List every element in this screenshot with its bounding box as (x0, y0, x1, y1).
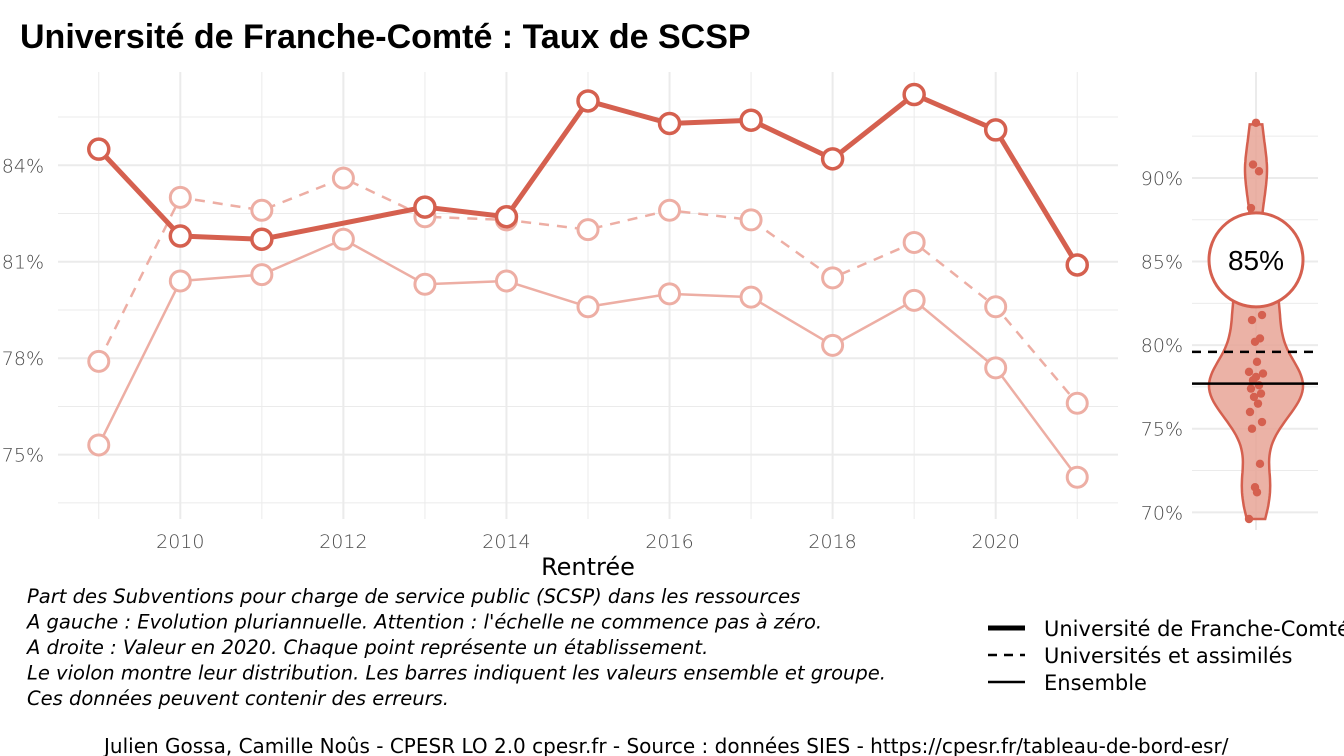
data-point (657, 111, 682, 136)
x-tick-label: 2014 (482, 531, 530, 553)
data-point (902, 82, 926, 107)
violin-point (1258, 369, 1268, 378)
violin-point (1248, 160, 1258, 169)
x-tick-label: 2012 (319, 531, 367, 553)
data-point (494, 269, 518, 293)
data-point (984, 295, 1008, 319)
data-point (820, 147, 845, 171)
y-tick-label: 84% (2, 155, 44, 177)
series-layer (87, 82, 1089, 489)
caption-line: A gauche : Evolution pluriannuelle. Atte… (25, 611, 822, 634)
violin-y-tick-label: 75% (1141, 419, 1183, 441)
data-point (576, 89, 600, 113)
data-point (902, 230, 926, 254)
violin-point (1246, 384, 1256, 393)
violin-point (1251, 118, 1261, 127)
violin-point (1254, 167, 1264, 176)
data-point (576, 295, 600, 319)
series-line (96, 92, 1080, 267)
violin-point (1244, 367, 1254, 377)
data-point (658, 198, 682, 222)
violin-point (1255, 459, 1265, 469)
x-axis-title: Rentrée (541, 553, 635, 581)
violin-point (1250, 337, 1260, 346)
data-point (250, 198, 274, 222)
highlight-value-label: 85% (1228, 245, 1284, 276)
source-note: Julien Gossa, Camille Noûs - CPESR LO 2.… (102, 734, 1229, 756)
data-point (1065, 391, 1089, 415)
legend: Université de Franche-Comté Universités e… (988, 617, 1344, 695)
caption-line: A droite : Valeur en 2020. Chaque point … (25, 636, 708, 659)
data-point (739, 208, 763, 232)
violin-point (1247, 315, 1257, 325)
data-point (413, 195, 437, 219)
data-point (87, 433, 111, 457)
caption-line: Part des Subventions pour charge de serv… (27, 585, 800, 608)
violin-point (1254, 381, 1264, 390)
data-point (413, 272, 437, 296)
chart-title: Université de Franche-Comté : Taux de SC… (20, 18, 751, 56)
violin-y-tick-label: 90% (1141, 168, 1183, 190)
data-point (494, 204, 519, 229)
violin-point (1244, 514, 1254, 524)
data-point (331, 166, 355, 190)
data-point (821, 266, 845, 290)
data-point (250, 263, 274, 287)
data-point (331, 227, 355, 251)
data-point (984, 356, 1008, 380)
violin-point (1252, 488, 1262, 497)
data-point (1065, 253, 1089, 277)
violin-shape (1207, 123, 1305, 521)
violin-point (1257, 417, 1267, 427)
violin-point (1253, 399, 1263, 408)
legend-label: Université de Franche-Comté (1044, 617, 1344, 641)
violin-point (1256, 389, 1266, 398)
violin-point (1246, 203, 1256, 213)
caption: Part des Subventions pour charge de serv… (25, 585, 886, 710)
x-tick-label: 2016 (645, 531, 693, 553)
y-tick-label: 75% (2, 445, 44, 467)
data-point (576, 218, 600, 242)
violin-y-tick-label: 80% (1141, 335, 1183, 357)
legend-label: Ensemble (1044, 671, 1147, 695)
violin-point (1247, 424, 1257, 433)
data-point (250, 227, 274, 251)
data-point (87, 349, 111, 373)
data-point (87, 137, 111, 161)
data-point (168, 269, 192, 293)
y-tick-label: 81% (2, 252, 44, 274)
x-tick-label: 2010 (156, 531, 204, 553)
data-point (658, 282, 682, 306)
data-point (821, 333, 845, 357)
highlight-badge (1207, 211, 1305, 309)
violin-layer: 85% (1192, 118, 1318, 524)
data-point (902, 288, 926, 312)
data-point (739, 285, 763, 309)
y-tick-label: 78% (2, 348, 44, 370)
violin-y-tick-label: 70% (1141, 502, 1183, 524)
x-tick-label: 2018 (808, 531, 856, 553)
violin-point (1257, 310, 1267, 320)
data-point (739, 108, 763, 132)
x-tick-label: 2020 (972, 531, 1020, 553)
tick-layer: 2010 2012 2014 2016 2018 2020 75% 78% 81% 84% 70% 7… (2, 155, 1183, 553)
violin-point (1252, 357, 1262, 367)
data-point (1065, 465, 1089, 489)
caption-line: Ces données peuvent contenir des erreurs… (27, 687, 449, 710)
violin-point (1245, 407, 1255, 417)
violin-y-tick-label: 85% (1141, 252, 1183, 274)
legend-label: Universités et assimilés (1044, 644, 1292, 668)
caption-line: Le violon montre leur distribution. Les … (27, 662, 886, 685)
data-point (168, 185, 192, 209)
violin-point (1249, 392, 1259, 402)
data-point (168, 224, 193, 248)
data-point (983, 118, 1008, 142)
